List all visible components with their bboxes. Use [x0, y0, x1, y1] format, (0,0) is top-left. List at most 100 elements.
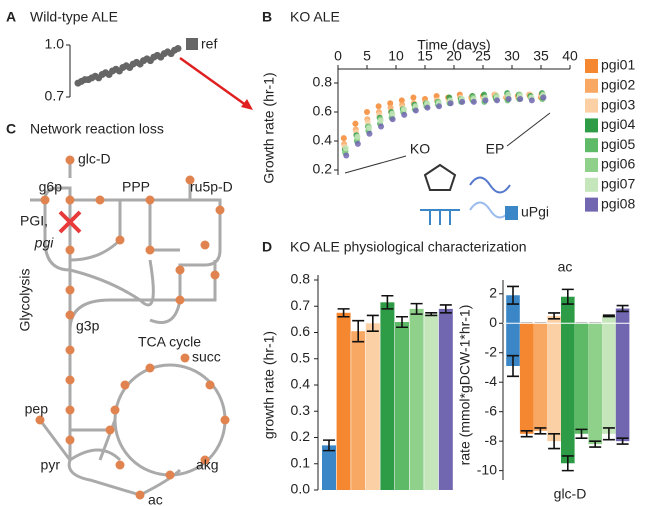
x-tick-label: 15: [417, 48, 433, 64]
y-tick-label: 0.4: [291, 376, 311, 392]
y-axis-title: Growth rate (hr-1): [261, 72, 277, 183]
annotation-arrow: [345, 156, 406, 173]
point: [506, 96, 512, 102]
point: [459, 99, 465, 105]
series-label: ac: [558, 259, 573, 275]
node-label: glc-D: [78, 151, 111, 167]
panel-title: Wild-type ALE: [30, 9, 118, 25]
node-label: g6p: [39, 179, 63, 195]
point: [494, 97, 500, 103]
y-tick-label: -4: [485, 373, 498, 389]
node-label: pgi: [34, 235, 55, 251]
node-label: akg: [196, 457, 219, 473]
icons: [420, 165, 510, 225]
point: [378, 118, 384, 124]
y-tick-label: -6: [485, 402, 498, 418]
legend-swatch: [585, 198, 598, 212]
annotation: KO: [410, 141, 430, 157]
y-tick-label: 0.8: [313, 74, 333, 90]
legend-swatch: [585, 178, 598, 192]
annotation: EP: [486, 141, 505, 157]
x-tick-label: 5: [363, 48, 371, 64]
node-label: Glycolysis: [17, 268, 33, 331]
point: [436, 103, 442, 109]
panel-label: A: [6, 9, 16, 25]
point: [364, 109, 370, 115]
legend-swatch: [505, 206, 518, 220]
network-diagram: [30, 156, 230, 500]
x-tick-label: 25: [475, 48, 491, 64]
x-tick-label: 30: [504, 48, 520, 64]
bar: [561, 323, 575, 463]
y-tick-label: 0.1: [291, 454, 311, 470]
y-tick-label: 0: [489, 314, 497, 330]
legend-label: pgi02: [601, 77, 635, 93]
panel-title: KO ALE physiological characterization: [290, 239, 527, 255]
figure: AWild-type ALE0.71.0refBKO ALETime (days…: [0, 0, 650, 506]
y-axis-title: growth rate (hr-1): [261, 331, 277, 439]
legend-label: pgi06: [601, 156, 635, 172]
node-label: pep: [25, 401, 49, 417]
x-tick-label: 35: [533, 48, 549, 64]
point: [540, 95, 546, 101]
point: [343, 153, 349, 159]
bar: [520, 323, 534, 434]
point: [424, 105, 430, 111]
y-tick-label: 2: [489, 284, 497, 300]
legend-swatch: [585, 118, 598, 132]
point: [366, 125, 372, 131]
bar: [366, 323, 380, 490]
node-label: g3p: [76, 318, 100, 334]
node-label: succ: [192, 349, 221, 365]
bar: [602, 323, 616, 434]
panel-title: Network reaction loss: [30, 121, 164, 137]
y-tick-label: 0.5: [291, 349, 311, 365]
node-label: PPP: [122, 179, 150, 195]
point: [413, 108, 419, 114]
bar: [588, 323, 602, 444]
y-axis-title: rate (mmol*gDCW-1*hr-1): [457, 305, 473, 466]
point: [401, 106, 407, 112]
y-tick-label: 0.6: [313, 103, 333, 119]
point: [390, 116, 396, 122]
bar: [351, 331, 365, 490]
error-bar: [603, 315, 615, 316]
y-tick-label: -8: [485, 432, 498, 448]
point: [352, 121, 358, 127]
legend-label: pgi07: [601, 176, 635, 192]
legend-swatch: [585, 59, 598, 73]
y-tick-label: 0.7: [291, 297, 311, 313]
legend-label: pgi03: [601, 96, 635, 112]
bar: [337, 313, 351, 490]
node-label: ru5p-D: [190, 179, 233, 195]
node-label: PGI,: [20, 213, 48, 229]
bar: [534, 323, 548, 431]
bar: [410, 309, 424, 490]
arrowhead: [241, 99, 253, 110]
bar: [439, 309, 453, 490]
x-tick-label: 20: [446, 48, 462, 64]
panel-label: B: [262, 9, 272, 25]
legend-swatch: [585, 79, 598, 93]
legend-swatch: [585, 138, 598, 152]
y-tick-label: 0.0: [291, 481, 311, 497]
series-label: glc-D: [554, 486, 587, 502]
legend-label: pgi08: [601, 195, 635, 211]
y-tick-label: 0.4: [313, 132, 333, 148]
y-tick-label: 1.0: [45, 36, 65, 52]
y-tick-label: 0.6: [291, 323, 311, 339]
bar: [616, 323, 630, 441]
legend-swatch: [585, 99, 598, 113]
annotation-arrow: [507, 113, 550, 146]
bar: [424, 314, 438, 490]
point: [401, 112, 407, 118]
legend-swatch: [186, 38, 198, 50]
x-tick-label: 0: [334, 48, 342, 64]
point: [482, 97, 488, 103]
bar: [395, 322, 409, 490]
point: [448, 100, 454, 106]
point: [389, 110, 395, 116]
point: [410, 95, 416, 101]
arrow: [180, 58, 250, 108]
point: [471, 99, 477, 105]
